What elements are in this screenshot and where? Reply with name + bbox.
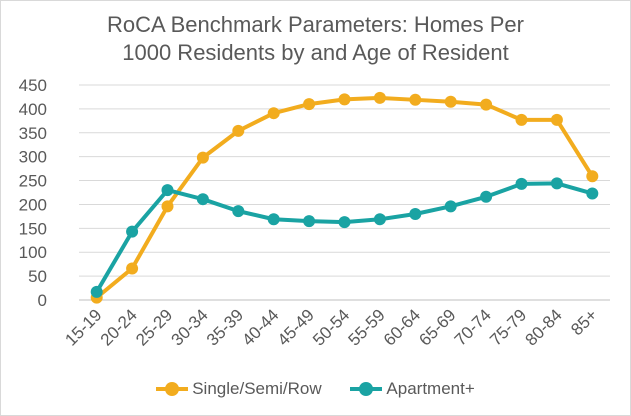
data-point-single-semi-row — [161, 200, 174, 213]
y-tick-label: 250 — [19, 172, 47, 191]
data-point-single-semi-row — [338, 93, 351, 106]
y-tick-label: 100 — [19, 243, 47, 262]
data-point-apartment — [232, 205, 245, 218]
chart-title-line-1: RoCA Benchmark Parameters: Homes Per — [107, 12, 524, 37]
chart-title-line-2: 1000 Residents by and Age of Resident — [122, 40, 509, 65]
data-point-apartment — [90, 285, 103, 298]
data-point-apartment — [196, 193, 209, 206]
y-tick-label: 400 — [19, 100, 47, 119]
data-point-apartment — [586, 187, 599, 200]
data-point-apartment — [338, 216, 351, 229]
y-axis-ticks: 0 50 100 150 200 250 300 350 400 450 — [19, 76, 47, 310]
x-tick-label: 30-34 — [168, 305, 212, 349]
data-point-single-semi-row — [126, 262, 139, 275]
y-tick-label: 300 — [19, 148, 47, 167]
data-point-single-semi-row — [444, 95, 457, 108]
data-point-single-semi-row — [515, 113, 528, 126]
x-tick-label: 20-24 — [97, 305, 141, 349]
data-point-apartment — [267, 213, 280, 226]
x-tick-label: 70-74 — [451, 305, 495, 349]
x-tick-label: 65-69 — [415, 305, 459, 349]
data-point-single-semi-row — [267, 107, 280, 120]
legend-label-apartment: Apartment+ — [386, 379, 475, 398]
legend-swatch-apartment — [350, 382, 383, 396]
data-point-single-semi-row — [232, 124, 245, 137]
y-tick-label: 350 — [19, 124, 47, 143]
legend: Single/Semi/Row Apartment+ — [1, 379, 630, 401]
y-tick-label: 50 — [28, 267, 47, 286]
data-point-apartment — [480, 190, 493, 203]
data-point-single-semi-row — [480, 98, 493, 111]
x-tick-label: 15-19 — [61, 305, 105, 349]
x-tick-label: 40-44 — [238, 305, 282, 349]
x-tick-label: 45-49 — [274, 305, 318, 349]
data-point-single-semi-row — [409, 93, 422, 106]
y-tick-label: 200 — [19, 195, 47, 214]
x-tick-label: 25-29 — [132, 305, 176, 349]
data-point-apartment — [444, 200, 457, 213]
data-point-single-semi-row — [373, 91, 386, 104]
x-tick-label: 75-79 — [486, 305, 530, 349]
y-tick-label: 150 — [19, 219, 47, 238]
series-group — [90, 91, 599, 304]
x-tick-label: 85+ — [567, 305, 601, 339]
data-point-apartment — [515, 177, 528, 190]
data-point-single-semi-row — [303, 98, 316, 111]
x-axis-ticks: 15-1920-2425-2930-3435-3940-4445-4950-54… — [61, 305, 601, 349]
chart-title: RoCA Benchmark Parameters: Homes Per 100… — [1, 11, 630, 67]
y-tick-label: 450 — [19, 76, 47, 95]
data-point-apartment — [373, 213, 386, 226]
x-tick-label: 80-84 — [522, 305, 566, 349]
data-point-apartment — [303, 215, 316, 228]
x-tick-label: 60-64 — [380, 305, 424, 349]
data-point-single-semi-row — [550, 113, 563, 126]
y-tick-label: 0 — [38, 291, 47, 310]
data-point-apartment — [550, 177, 563, 190]
x-tick-label: 55-59 — [345, 305, 389, 349]
legend-item-single-semi-row: Single/Semi/Row — [156, 379, 322, 399]
series-line-single-semi-row — [94, 95, 595, 300]
data-point-apartment — [126, 225, 139, 238]
x-tick-label: 35-39 — [203, 305, 247, 349]
data-point-single-semi-row — [196, 151, 209, 164]
data-point-single-semi-row — [586, 170, 599, 183]
data-point-apartment — [409, 208, 422, 220]
legend-swatch-single-semi-row — [156, 382, 189, 396]
x-tick-label: 50-54 — [309, 305, 353, 349]
legend-item-apartment: Apartment+ — [350, 379, 475, 399]
data-point-apartment — [161, 184, 174, 197]
legend-label-single-semi-row: Single/Semi/Row — [192, 379, 322, 398]
gridlines — [79, 84, 610, 301]
